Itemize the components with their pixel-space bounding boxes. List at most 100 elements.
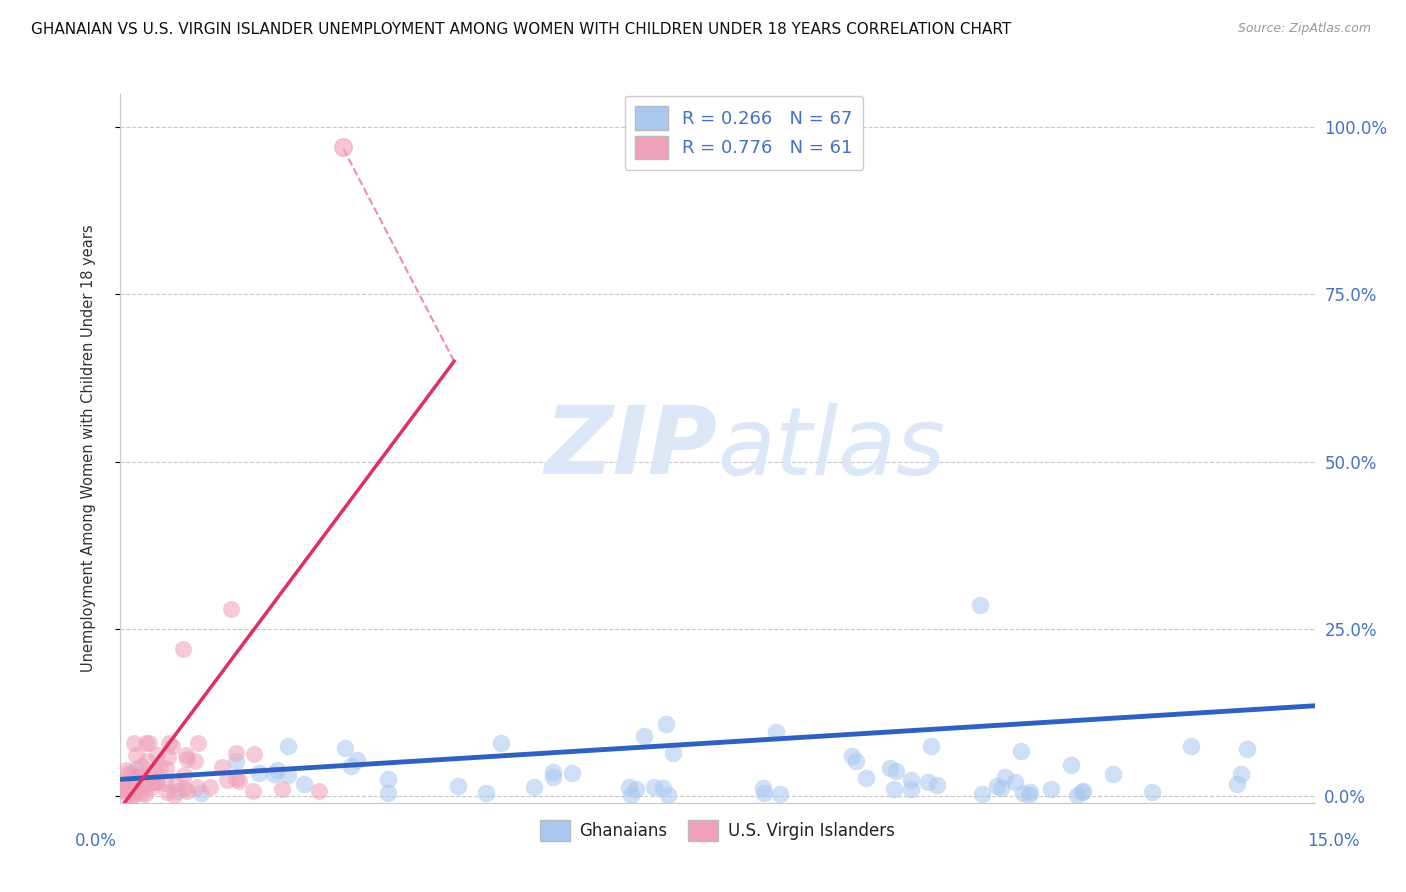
Point bbox=[308, 784, 330, 798]
Point bbox=[491, 736, 513, 750]
Point bbox=[447, 780, 470, 794]
Point bbox=[561, 766, 583, 780]
Point bbox=[141, 776, 163, 790]
Point bbox=[655, 717, 678, 731]
Point bbox=[125, 784, 148, 798]
Point bbox=[243, 747, 266, 761]
Point bbox=[176, 747, 198, 762]
Point bbox=[125, 762, 148, 776]
Point bbox=[1010, 744, 1032, 758]
Point bbox=[120, 767, 142, 781]
Point bbox=[122, 789, 145, 803]
Point bbox=[377, 786, 399, 800]
Point bbox=[1230, 767, 1253, 781]
Text: ZIP: ZIP bbox=[544, 402, 717, 494]
Point bbox=[172, 642, 194, 657]
Point bbox=[266, 763, 288, 777]
Point bbox=[1226, 777, 1249, 791]
Point bbox=[624, 782, 647, 797]
Point bbox=[145, 747, 167, 762]
Point bbox=[855, 772, 877, 786]
Point bbox=[346, 753, 368, 767]
Point bbox=[186, 780, 208, 795]
Point bbox=[225, 754, 247, 768]
Point bbox=[131, 769, 153, 783]
Point bbox=[925, 779, 948, 793]
Point bbox=[765, 725, 787, 739]
Point bbox=[153, 776, 176, 790]
Point bbox=[883, 782, 905, 797]
Point bbox=[125, 748, 148, 763]
Point bbox=[165, 777, 187, 791]
Point bbox=[160, 739, 183, 754]
Point bbox=[900, 773, 922, 788]
Y-axis label: Unemployment Among Women with Children Under 18 years: Unemployment Among Women with Children U… bbox=[82, 225, 96, 672]
Point bbox=[125, 768, 148, 782]
Point bbox=[752, 786, 775, 800]
Text: 0.0%: 0.0% bbox=[75, 832, 117, 850]
Point bbox=[155, 785, 177, 799]
Point bbox=[173, 768, 195, 782]
Point bbox=[332, 140, 354, 154]
Point bbox=[1236, 741, 1258, 756]
Point bbox=[969, 599, 991, 613]
Point bbox=[277, 739, 299, 753]
Point bbox=[841, 748, 863, 763]
Point bbox=[1071, 785, 1094, 799]
Point bbox=[200, 780, 222, 795]
Point bbox=[173, 781, 195, 796]
Point bbox=[141, 769, 163, 783]
Point bbox=[652, 781, 675, 796]
Point bbox=[271, 781, 294, 796]
Point bbox=[141, 780, 163, 795]
Point bbox=[145, 775, 167, 789]
Point bbox=[1018, 788, 1040, 802]
Point bbox=[176, 784, 198, 798]
Text: Source: ZipAtlas.com: Source: ZipAtlas.com bbox=[1237, 22, 1371, 36]
Point bbox=[242, 784, 264, 798]
Point bbox=[136, 755, 159, 769]
Point bbox=[143, 763, 166, 777]
Point bbox=[475, 786, 498, 800]
Point bbox=[131, 786, 153, 800]
Legend: Ghanaians, U.S. Virgin Islanders: Ghanaians, U.S. Virgin Islanders bbox=[533, 813, 901, 847]
Point bbox=[970, 788, 993, 802]
Point bbox=[159, 735, 181, 749]
Point bbox=[769, 788, 792, 802]
Point bbox=[184, 754, 207, 768]
Point bbox=[149, 762, 172, 776]
Point bbox=[211, 760, 233, 774]
Point bbox=[277, 767, 299, 781]
Point bbox=[1180, 739, 1202, 754]
Text: atlas: atlas bbox=[717, 402, 945, 494]
Point bbox=[176, 752, 198, 766]
Point bbox=[155, 761, 177, 775]
Point bbox=[920, 739, 942, 753]
Point bbox=[900, 781, 922, 796]
Point bbox=[163, 789, 186, 803]
Point bbox=[339, 759, 361, 773]
Point bbox=[122, 782, 145, 797]
Point bbox=[228, 773, 250, 788]
Point bbox=[117, 788, 139, 802]
Point bbox=[122, 789, 145, 803]
Point bbox=[219, 602, 242, 616]
Point bbox=[620, 788, 643, 802]
Point bbox=[1066, 788, 1088, 802]
Point bbox=[657, 788, 679, 802]
Point bbox=[1019, 785, 1042, 799]
Point bbox=[217, 772, 239, 787]
Point bbox=[333, 741, 356, 756]
Point bbox=[617, 780, 640, 795]
Point bbox=[225, 772, 247, 786]
Point bbox=[124, 776, 146, 790]
Text: 15.0%: 15.0% bbox=[1306, 832, 1360, 850]
Point bbox=[523, 780, 546, 794]
Point bbox=[132, 779, 155, 793]
Point bbox=[845, 754, 868, 768]
Point bbox=[115, 783, 138, 797]
Point bbox=[129, 759, 152, 773]
Point bbox=[990, 781, 1012, 796]
Text: GHANAIAN VS U.S. VIRGIN ISLANDER UNEMPLOYMENT AMONG WOMEN WITH CHILDREN UNDER 18: GHANAIAN VS U.S. VIRGIN ISLANDER UNEMPLO… bbox=[31, 22, 1011, 37]
Point bbox=[187, 735, 209, 749]
